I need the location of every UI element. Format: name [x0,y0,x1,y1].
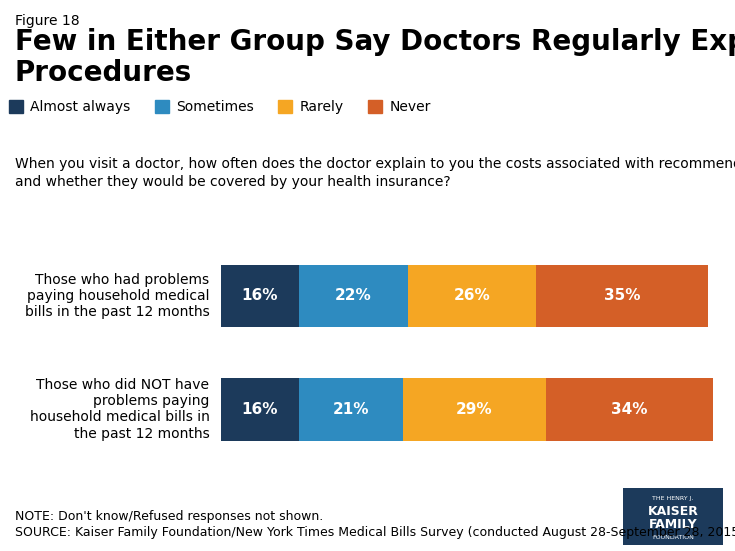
Legend: Almost always, Sometimes, Rarely, Never: Almost always, Sometimes, Rarely, Never [9,100,431,115]
Bar [299,264,408,327]
Bar [545,378,713,441]
Text: 35%: 35% [603,288,640,304]
Text: FAMILY: FAMILY [648,518,698,531]
Bar [536,264,708,327]
Text: KAISER: KAISER [648,505,698,518]
Text: THE HENRY J.: THE HENRY J. [652,495,694,500]
Text: SOURCE: Kaiser Family Foundation/New York Times Medical Bills Survey (conducted : SOURCE: Kaiser Family Foundation/New Yor… [15,526,735,539]
Text: Few in Either Group Say Doctors Regularly Explain Costs of
Procedures: Few in Either Group Say Doctors Regularl… [15,28,735,87]
Text: 16%: 16% [242,402,278,417]
Text: 29%: 29% [456,402,492,417]
Bar [220,264,299,327]
Text: 21%: 21% [333,402,369,417]
Bar [408,264,536,327]
Text: 26%: 26% [453,288,490,304]
Bar [299,378,403,441]
Text: FOUNDATION: FOUNDATION [652,535,694,540]
Text: 16%: 16% [242,288,278,304]
Bar [403,378,545,441]
Text: 34%: 34% [611,402,648,417]
Text: 22%: 22% [335,288,372,304]
Text: NOTE: Don't know/Refused responses not shown.: NOTE: Don't know/Refused responses not s… [15,510,323,523]
Text: When you visit a doctor, how often does the doctor explain to you the costs asso: When you visit a doctor, how often does … [15,157,735,190]
Text: Figure 18: Figure 18 [15,14,79,28]
Bar [220,378,299,441]
